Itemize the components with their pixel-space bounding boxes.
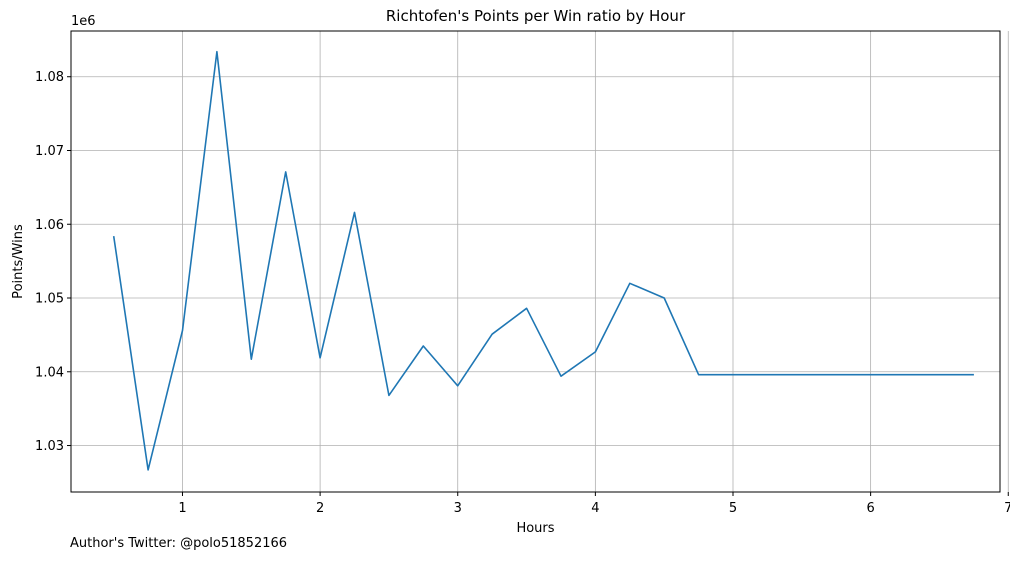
x-tick-label: 5 <box>729 501 737 516</box>
x-axis-label: Hours <box>516 521 554 536</box>
y-axis-ticks: 1.03 1.04 1.05 1.06 1.07 1.08 <box>35 70 71 454</box>
x-axis-ticks: 1 2 3 4 5 6 7 <box>178 492 1010 516</box>
y-tick-label: 1.08 <box>35 70 64 85</box>
series-group <box>112 50 974 471</box>
x-tick-label: 6 <box>866 501 874 516</box>
y-tick-label: 1.07 <box>35 144 64 159</box>
series-line <box>112 50 974 471</box>
plot-frame <box>70 30 1001 493</box>
x-tick-label: 1 <box>178 501 186 516</box>
x-tick-label: 7 <box>1004 501 1010 516</box>
x-tick-label: 2 <box>316 501 324 516</box>
x-tick-label: 3 <box>454 501 462 516</box>
y-tick-label: 1.04 <box>35 365 64 380</box>
author-footnote: Author's Twitter: @polo51852166 <box>70 536 288 551</box>
y-tick-label: 1.06 <box>35 218 64 233</box>
y-tick-label: 1.05 <box>35 292 64 307</box>
y-offset-label: 1e6 <box>71 14 96 29</box>
grid-lines <box>71 31 1009 492</box>
y-tick-label: 1.03 <box>35 439 64 454</box>
x-tick-label: 4 <box>591 501 599 516</box>
y-axis-label: Points/Wins <box>11 224 26 299</box>
chart-title: Richtofen's Points per Win ratio by Hour <box>386 7 686 25</box>
